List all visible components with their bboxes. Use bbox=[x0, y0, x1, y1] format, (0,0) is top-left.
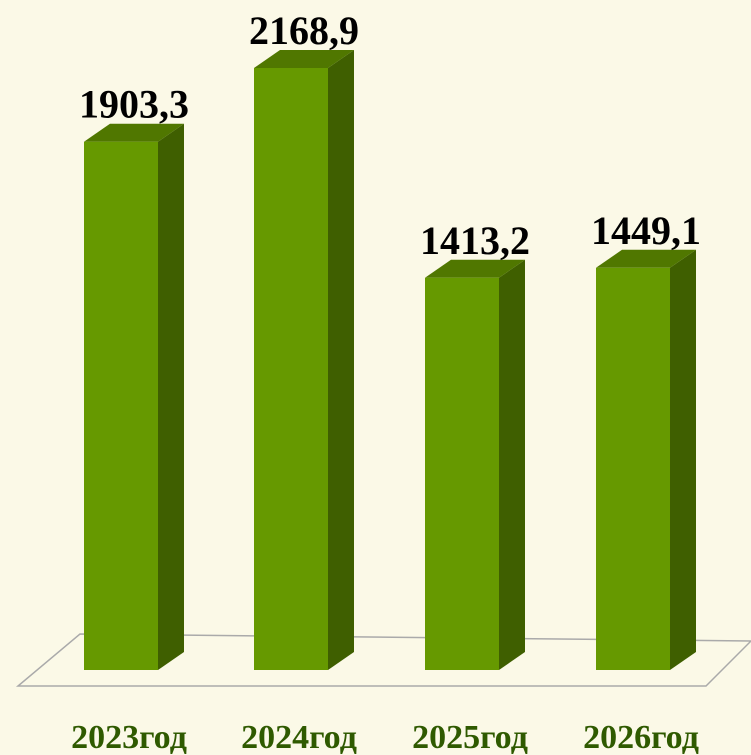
bar-top bbox=[596, 249, 696, 268]
floor bbox=[15, 633, 751, 687]
bar-top bbox=[254, 50, 354, 68]
category-label: 2024год bbox=[241, 719, 357, 755]
value-label: 1903,3 bbox=[79, 82, 189, 127]
bar-side bbox=[158, 123, 184, 670]
bar bbox=[254, 50, 354, 670]
value-label: 1449,1 bbox=[591, 208, 701, 253]
category-label: 2026год bbox=[583, 719, 699, 755]
category-label: 2025год bbox=[412, 719, 528, 755]
bar-top bbox=[425, 259, 525, 278]
bar-front bbox=[254, 68, 328, 670]
bar-side bbox=[499, 259, 525, 670]
bar-side bbox=[328, 50, 354, 670]
bar-front bbox=[596, 267, 670, 670]
bar bbox=[84, 123, 184, 670]
value-label: 1413,2 bbox=[420, 218, 530, 263]
bar-top bbox=[84, 123, 184, 142]
bar bbox=[425, 259, 525, 670]
bar-side bbox=[670, 249, 696, 670]
bar bbox=[596, 249, 696, 670]
bar-front bbox=[84, 141, 158, 670]
category-label: 2023год bbox=[71, 719, 187, 755]
value-label: 2168,9 bbox=[249, 8, 359, 53]
bar-front bbox=[425, 277, 499, 670]
